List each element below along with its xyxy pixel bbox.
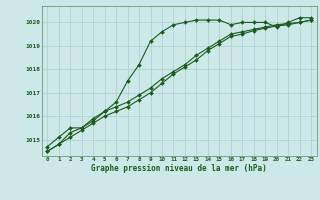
X-axis label: Graphe pression niveau de la mer (hPa): Graphe pression niveau de la mer (hPa): [91, 164, 267, 173]
